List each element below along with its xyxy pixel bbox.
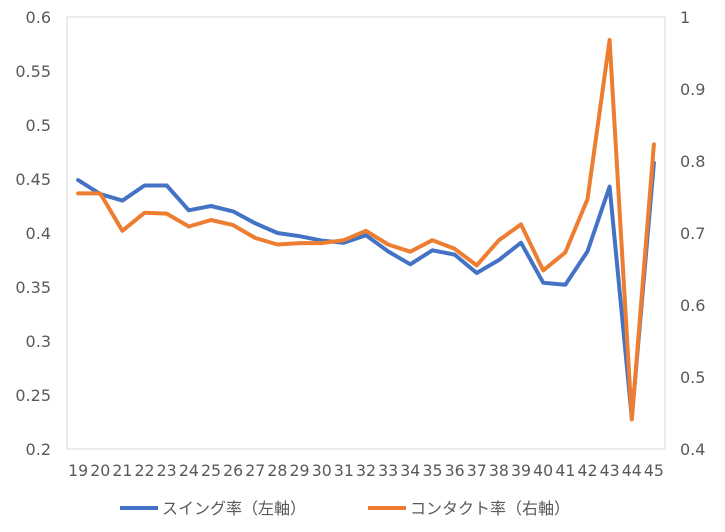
left-tick-label: 0.45: [15, 170, 51, 189]
x-tick-label: 42: [577, 461, 597, 480]
x-tick-label: 36: [445, 461, 465, 480]
series-line-swing-rate: [76, 160, 656, 420]
x-tick-label: 45: [644, 461, 664, 480]
series-lines: [76, 38, 656, 422]
right-tick-label: 0.5: [680, 368, 705, 387]
legend: スイング率（左軸） コンタクト率（右軸）: [120, 499, 570, 518]
legend-label: コンタクト率（右軸）: [410, 499, 570, 518]
left-tick-label: 0.2: [26, 440, 51, 459]
legend-label: スイング率（左軸）: [162, 499, 306, 518]
left-tick-label: 0.55: [15, 62, 51, 81]
x-tick-label: 37: [467, 461, 487, 480]
x-tick-label: 33: [378, 461, 398, 480]
x-tick-label: 41: [555, 461, 575, 480]
x-tick-label: 24: [179, 461, 199, 480]
plot-area: [66, 16, 666, 450]
left-tick-label: 0.35: [15, 278, 51, 297]
x-tick-label: 25: [201, 461, 221, 480]
left-tick-label: 0.4: [26, 224, 51, 243]
x-tick-label: 32: [356, 461, 376, 480]
plot-border: [66, 16, 666, 450]
x-tick-label: 19: [68, 461, 88, 480]
left-tick-label: 0.6: [26, 8, 51, 27]
x-tick-label: 40: [533, 461, 553, 480]
x-tick-label: 23: [157, 461, 177, 480]
x-tick-label: 44: [622, 461, 642, 480]
right-tick-label: 0.9: [680, 80, 705, 99]
right-tick-label: 1: [680, 8, 690, 27]
x-tick-label: 28: [267, 461, 287, 480]
left-tick-label: 0.25: [15, 386, 51, 405]
x-tick-label: 27: [245, 461, 265, 480]
x-tick-label: 31: [334, 461, 354, 480]
left-tick-label: 0.5: [26, 116, 51, 135]
x-tick-label: 29: [290, 461, 310, 480]
left-tick-label: 0.3: [26, 332, 51, 351]
right-tick-label: 0.7: [680, 224, 705, 243]
series-line-contact-rate: [76, 38, 656, 422]
x-tick-label: 20: [90, 461, 110, 480]
left-axis-tick-labels: 0.2 0.25 0.3 0.35 0.4 0.45 0.5 0.55 0.6: [15, 8, 51, 459]
x-axis-tick-labels: 19 20 21 22 23 24 25 26 27 28 29 30 31 32 33 34 35 36 37 38…: [68, 461, 664, 480]
right-axis-tick-labels: 0.4 0.5 0.6 0.7 0.8 0.9 1: [680, 8, 705, 459]
x-tick-label: 26: [223, 461, 243, 480]
x-tick-label: 34: [400, 461, 420, 480]
x-tick-label: 30: [312, 461, 332, 480]
x-tick-label: 35: [422, 461, 442, 480]
x-tick-label: 22: [135, 461, 155, 480]
right-tick-label: 0.4: [680, 440, 705, 459]
x-tick-label: 39: [511, 461, 531, 480]
right-tick-label: 0.8: [680, 152, 705, 171]
x-tick-label: 21: [112, 461, 132, 480]
right-tick-label: 0.6: [680, 296, 705, 315]
x-tick-label: 38: [489, 461, 509, 480]
x-tick-label: 43: [600, 461, 620, 480]
